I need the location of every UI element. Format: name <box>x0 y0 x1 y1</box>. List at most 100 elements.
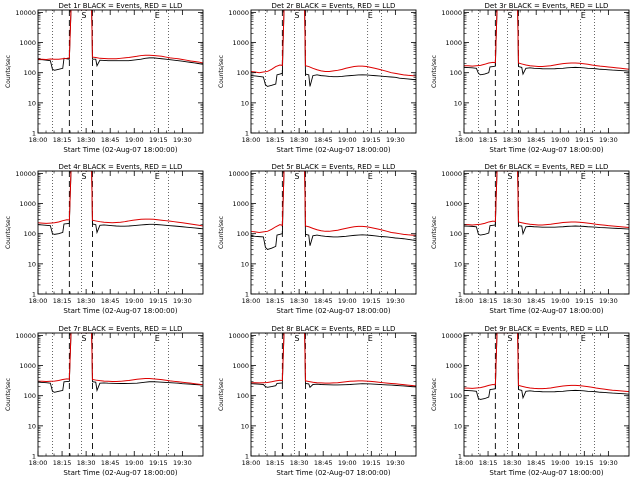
detector-panel-6: Det 6r BLACK = Events, RED = LLD Counts/s… <box>431 163 630 315</box>
end-marker-label: E <box>581 334 586 343</box>
annotation-bg <box>506 334 514 342</box>
lld-series-line <box>464 170 630 229</box>
x-tick-label: 19:30 <box>173 136 192 144</box>
x-axis-label: Start Time (02-Aug-07 18:00:00) <box>489 469 603 477</box>
x-tick-label: 19:30 <box>173 459 192 467</box>
lld-series-line <box>250 332 417 387</box>
detector-panel-7: Det 7r BLACK = Events, RED = LLD Counts/s… <box>5 325 204 477</box>
detector-panel-4: Det 4r BLACK = Events, RED = LLD Counts/s… <box>5 163 204 315</box>
x-tick-label: 18:15 <box>266 459 285 467</box>
y-tick-label: 1 <box>32 130 36 138</box>
lld-series-line <box>37 170 204 227</box>
x-tick-label: 19:15 <box>362 136 381 144</box>
panel-title: Det 8r BLACK = Events, RED = LLD <box>272 325 396 333</box>
x-tick-label: 19:00 <box>551 297 570 305</box>
x-axis-label: Start Time (02-Aug-07 18:00:00) <box>489 307 603 315</box>
x-tick-label: 19:30 <box>599 297 618 305</box>
x-tick-label: 19:00 <box>338 297 357 305</box>
y-tick-label: 1000 <box>232 39 249 47</box>
end-marker-label: E <box>155 334 160 343</box>
x-tick-label: 18:45 <box>527 297 546 305</box>
x-tick-label: 19:00 <box>551 459 570 467</box>
detector-panel-9: Det 9r BLACK = Events, RED = LLD Counts/s… <box>431 325 630 477</box>
plot-frame <box>37 332 204 457</box>
x-tick-label: 19:00 <box>125 297 144 305</box>
plot-frame <box>37 9 204 134</box>
plot-frame <box>463 332 630 457</box>
panel-title: Det 6r BLACK = Events, RED = LLD <box>485 163 609 171</box>
x-tick-label: 18:30 <box>290 136 309 144</box>
y-tick-label: 10 <box>454 422 462 430</box>
x-tick-label: 18:15 <box>479 459 498 467</box>
y-tick-label: 10 <box>241 422 249 430</box>
x-axis-label: Start Time (02-Aug-07 18:00:00) <box>63 469 177 477</box>
annotation-bg <box>154 172 162 180</box>
x-tick-label: 18:00 <box>455 459 474 467</box>
start-marker-label: S <box>507 11 512 20</box>
y-tick-label: 1000 <box>232 200 249 208</box>
x-tick-label: 18:30 <box>77 136 96 144</box>
x-tick-label: 18:00 <box>29 297 48 305</box>
events-series-line <box>250 170 417 250</box>
start-marker-label: S <box>507 334 512 343</box>
plot-frame <box>250 170 417 295</box>
x-tick-label: 19:00 <box>338 136 357 144</box>
x-tick-label: 18:00 <box>29 136 48 144</box>
y-tick-label: 10 <box>241 99 249 107</box>
panel-title: Det 5r BLACK = Events, RED = LLD <box>272 163 396 171</box>
panel-title: Det 1r BLACK = Events, RED = LLD <box>59 2 183 10</box>
x-tick-label: 18:15 <box>266 297 285 305</box>
x-tick-label: 18:45 <box>314 297 333 305</box>
x-tick-label: 18:00 <box>29 459 48 467</box>
x-tick-label: 18:00 <box>455 297 474 305</box>
y-tick-label: 1 <box>32 291 36 299</box>
lld-series-line <box>38 332 204 386</box>
y-tick-label: 10 <box>28 99 36 107</box>
events-series-line <box>37 170 204 235</box>
x-tick-label: 18:45 <box>101 136 120 144</box>
end-marker-label: E <box>368 334 373 343</box>
annotation-bg <box>367 11 375 19</box>
x-tick-label: 18:30 <box>77 459 96 467</box>
x-tick-label: 18:45 <box>527 136 546 144</box>
x-tick-label: 19:15 <box>149 459 168 467</box>
x-tick-label: 18:00 <box>242 297 261 305</box>
y-tick-label: 100 <box>450 69 462 77</box>
events-series-line <box>250 9 417 87</box>
y-tick-label: 1 <box>458 453 462 461</box>
lld-series-line <box>38 9 204 64</box>
x-tick-label: 18:30 <box>503 136 522 144</box>
annotation-bg <box>580 172 588 180</box>
x-tick-label: 18:45 <box>101 459 120 467</box>
y-tick-label: 10 <box>28 260 36 268</box>
y-tick-label: 10 <box>454 99 462 107</box>
panel-title: Det 9r BLACK = Events, RED = LLD <box>485 325 609 333</box>
x-tick-label: 18:45 <box>527 459 546 467</box>
x-tick-label: 19:15 <box>362 459 381 467</box>
y-tick-label: 1000 <box>445 39 462 47</box>
annotation-bg <box>367 172 375 180</box>
y-axis-label: Counts/sec <box>5 378 12 411</box>
y-tick-label: 100 <box>24 69 36 77</box>
x-tick-label: 18:15 <box>266 136 285 144</box>
x-axis-label: Start Time (02-Aug-07 18:00:00) <box>276 146 390 154</box>
panel-title: Det 4r BLACK = Events, RED = LLD <box>59 163 183 171</box>
annotation-bg <box>80 334 88 342</box>
x-tick-label: 19:30 <box>599 459 618 467</box>
x-tick-label: 19:15 <box>149 297 168 305</box>
x-tick-label: 19:15 <box>149 136 168 144</box>
x-tick-label: 18:00 <box>455 136 474 144</box>
x-tick-label: 19:30 <box>599 136 618 144</box>
start-marker-label: S <box>81 11 86 20</box>
y-tick-label: 100 <box>237 69 249 77</box>
y-tick-label: 1000 <box>445 200 462 208</box>
x-tick-label: 18:00 <box>242 459 261 467</box>
detector-panel-1: Det 1r BLACK = Events, RED = LLD Counts/s… <box>5 2 204 154</box>
annotation-bg <box>80 172 88 180</box>
annotation-bg <box>293 11 301 19</box>
x-tick-label: 19:15 <box>575 459 594 467</box>
y-axis-label: Counts/sec <box>218 216 225 249</box>
y-tick-label: 1 <box>458 291 462 299</box>
x-tick-label: 19:00 <box>551 136 570 144</box>
